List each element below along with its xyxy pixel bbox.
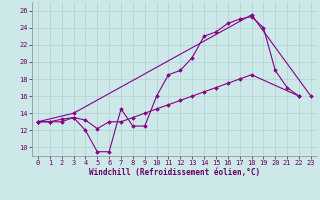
X-axis label: Windchill (Refroidissement éolien,°C): Windchill (Refroidissement éolien,°C) <box>89 168 260 177</box>
